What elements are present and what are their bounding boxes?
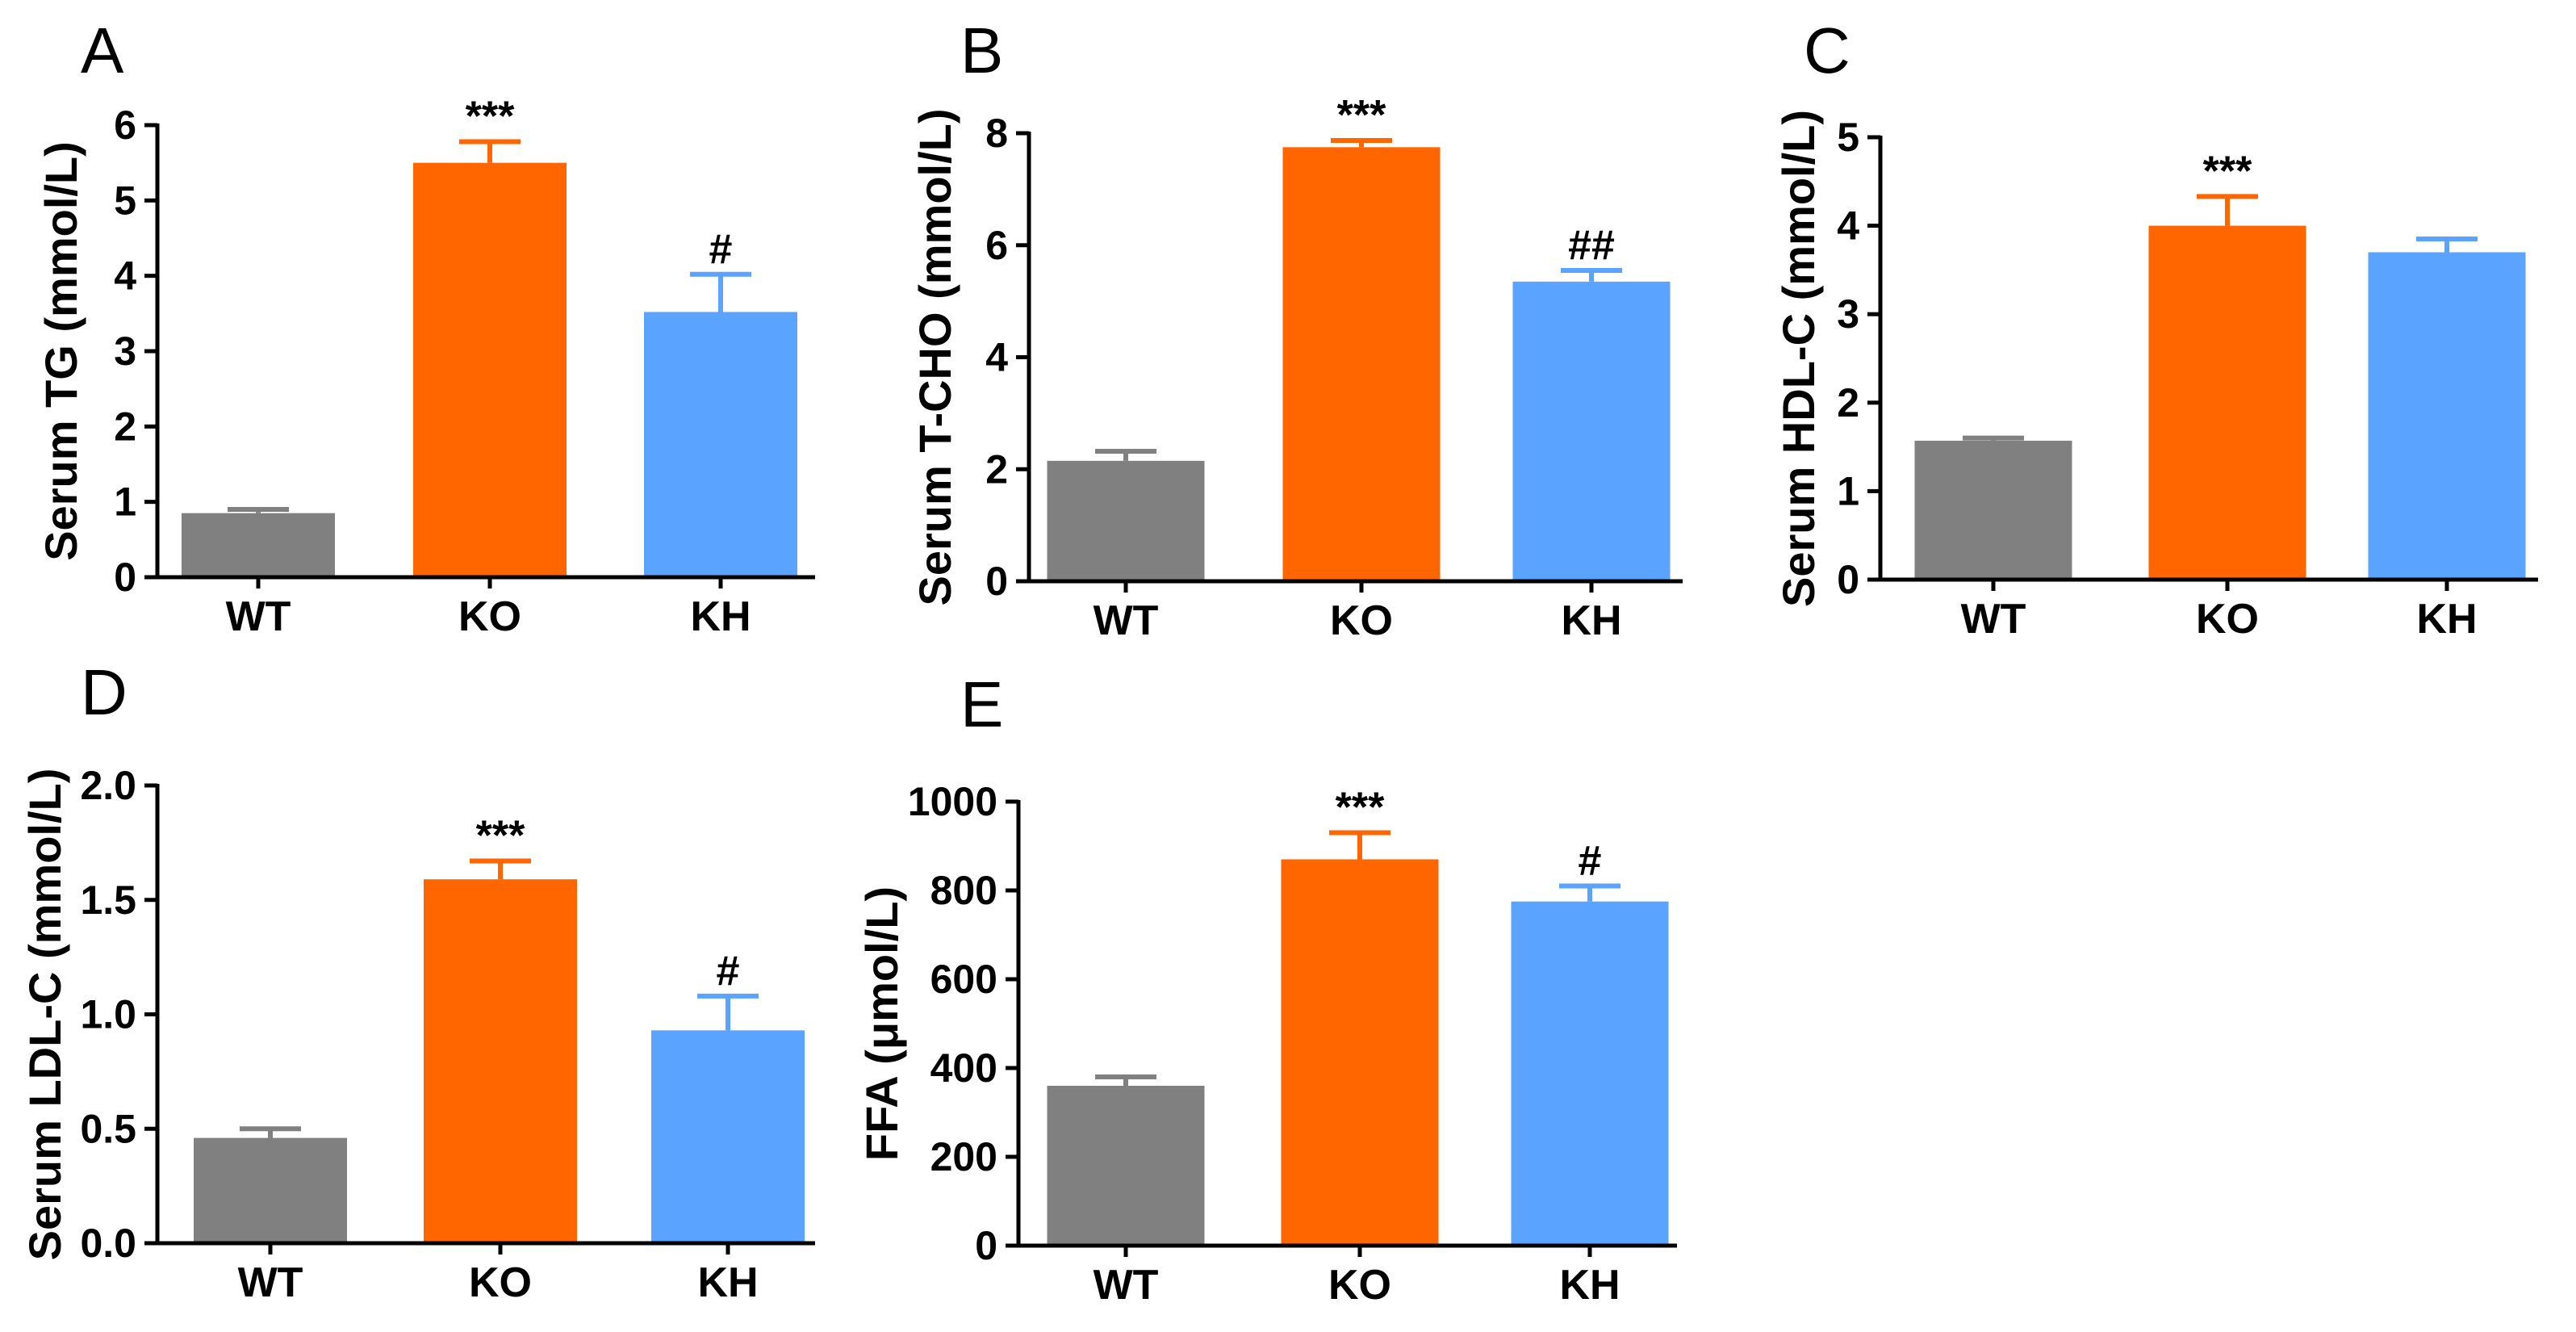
y-tick-label: 3	[1837, 291, 1859, 337]
y-axis-label: Serum LDL-C (mmol/L)	[19, 769, 70, 1261]
error-bar-wt	[228, 507, 289, 513]
bar-kh	[644, 312, 797, 577]
y-tick-label: 0	[985, 559, 1008, 604]
x-tick-label-wt: WT	[226, 593, 291, 640]
bar-wt	[194, 1137, 347, 1243]
y-axis-label: FFA (μmol/L)	[856, 886, 907, 1161]
y-tick-label: 3	[114, 329, 136, 374]
y-tick-label: 1	[114, 480, 136, 525]
y-axis-label: Serum T-CHO (mmol/L)	[910, 108, 960, 605]
panel-letter: C	[1804, 15, 1850, 86]
panel-a: A Serum TG (mmol/L) WT *** KO # KH 0 1 2 3 4 5 6	[36, 15, 815, 640]
error-bar-ko	[2197, 194, 2258, 226]
x-tick-label-wt: WT	[1094, 597, 1159, 644]
panel-c: C Serum HDL-C (mmol/L) WT *** KO KH 0 1 2 3 4 5	[1773, 15, 2538, 643]
y-tick-label: 1.0	[80, 992, 136, 1037]
bar-kh	[2368, 252, 2526, 580]
panel-letter: E	[960, 668, 1003, 740]
y-tick-label: 2	[114, 404, 136, 449]
error-bar-wt	[1963, 435, 2024, 441]
y-tick-label: 6	[985, 223, 1008, 268]
error-bar-ko	[470, 858, 531, 880]
y-tick-label: 1.5	[80, 878, 136, 923]
significance-kh: #	[709, 226, 733, 273]
y-tick-label: 5	[1837, 115, 1859, 160]
x-tick-label-kh: KH	[2416, 596, 2477, 643]
bar-ko	[1281, 859, 1439, 1246]
x-tick-label-ko: KO	[1330, 597, 1393, 644]
significance-ko: ***	[1336, 785, 1385, 831]
y-tick-label: 200	[930, 1134, 997, 1179]
y-tick-label: 0	[114, 555, 136, 600]
error-bar-kh	[697, 993, 759, 1031]
x-tick-label-kh: KH	[1561, 597, 1621, 644]
bar-wt	[1047, 460, 1205, 581]
y-tick-label: 400	[930, 1045, 997, 1091]
y-tick-label: 0	[1837, 557, 1859, 602]
error-bar-kh	[1559, 883, 1620, 902]
y-tick-label: 0.0	[80, 1221, 136, 1266]
bar-ko	[424, 879, 577, 1243]
error-bar-wt	[1095, 449, 1156, 461]
bar-kh	[1512, 281, 1671, 581]
bar-kh	[651, 1030, 805, 1243]
significance-kh: ##	[1568, 222, 1615, 269]
y-tick-label: 2	[1837, 380, 1859, 425]
bar-wt	[1914, 440, 2072, 580]
y-tick-label: 2	[985, 446, 1008, 492]
error-bar-wt	[1095, 1074, 1156, 1086]
bar-kh	[1511, 901, 1669, 1246]
x-tick-label-ko: KO	[2196, 596, 2259, 643]
error-bar-ko	[459, 139, 521, 163]
error-bar-ko	[1331, 138, 1392, 148]
y-tick-label: 1000	[908, 779, 997, 824]
x-tick-label-wt: WT	[238, 1259, 303, 1306]
panel-e: E FFA (μmol/L) WT *** KO # KH 0 200 400 600 800 1000	[856, 668, 1677, 1309]
significance-kh: #	[717, 948, 740, 995]
bar-ko	[413, 162, 567, 577]
y-tick-label: 4	[114, 253, 136, 299]
significance-kh: #	[1579, 838, 1602, 885]
error-bar-wt	[240, 1126, 301, 1138]
x-tick-label-wt: WT	[1094, 1262, 1159, 1309]
error-bar-kh	[1561, 267, 1622, 282]
y-axis-label: Serum TG (mmol/L)	[36, 141, 86, 561]
panel-letter: D	[81, 656, 128, 728]
y-tick-label: 0	[975, 1223, 997, 1268]
error-bar-ko	[1329, 830, 1390, 860]
significance-ko: ***	[466, 94, 515, 140]
x-tick-label-kh: KH	[690, 593, 751, 640]
bar-ko	[2148, 225, 2306, 580]
y-tick-label: 4	[1837, 203, 1859, 249]
y-tick-label: 6	[114, 103, 136, 148]
significance-ko: ***	[476, 813, 525, 860]
y-tick-label: 2.0	[80, 763, 136, 808]
significance-ko: ***	[1337, 92, 1386, 139]
x-tick-label-ko: KO	[1328, 1262, 1391, 1309]
y-tick-label: 5	[114, 178, 136, 223]
x-tick-label-ko: KO	[469, 1259, 532, 1306]
y-tick-label: 0.5	[80, 1106, 136, 1151]
y-tick-label: 800	[930, 868, 997, 913]
y-axis-label: Serum HDL-C (mmol/L)	[1773, 110, 1824, 607]
error-bar-kh	[690, 271, 751, 312]
y-tick-label: 1	[1837, 468, 1859, 513]
panel-letter: A	[81, 15, 124, 86]
bar-ko	[1282, 147, 1441, 581]
x-tick-label-kh: KH	[1559, 1262, 1620, 1309]
panel-letter: B	[960, 15, 1003, 86]
y-tick-label: 8	[985, 111, 1008, 156]
bar-wt	[182, 513, 335, 577]
x-tick-label-wt: WT	[1961, 596, 2026, 643]
bar-wt	[1047, 1086, 1205, 1246]
y-tick-label: 600	[930, 957, 997, 1002]
y-tick-label: 4	[985, 335, 1008, 380]
error-bar-kh	[2416, 237, 2478, 253]
x-tick-label-ko: KO	[458, 593, 521, 640]
significance-ko: ***	[2203, 148, 2252, 195]
x-tick-label-kh: KH	[697, 1259, 758, 1306]
